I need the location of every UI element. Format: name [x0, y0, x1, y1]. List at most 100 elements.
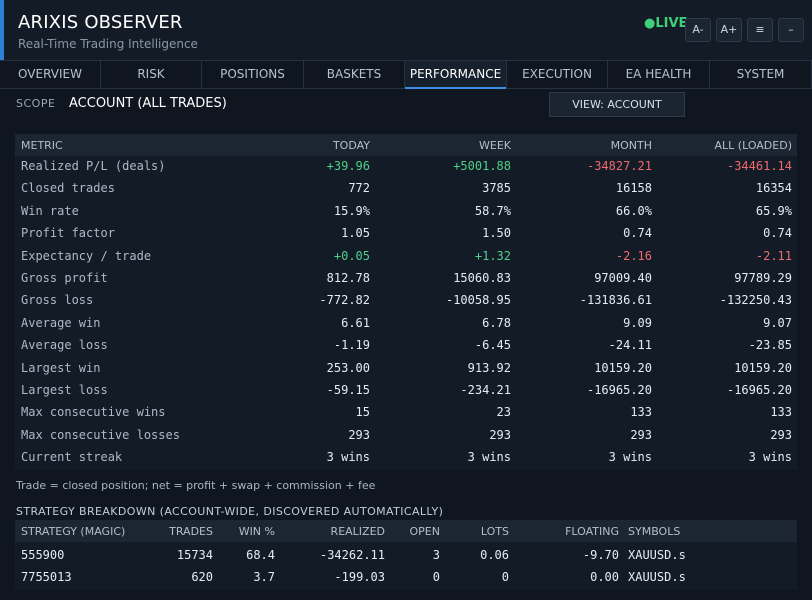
table-row: Average win 6.61 6.78 9.09 9.07	[15, 313, 797, 335]
strategy-cell: -9.70	[582, 548, 619, 562]
metric-value: -234.21	[460, 383, 511, 397]
column-header-floating: FLOATING	[565, 525, 619, 538]
metric-value: -16965.20	[726, 383, 792, 397]
strategy-cell: -34262.11	[319, 548, 385, 562]
tab-baskets[interactable]: BASKETS	[304, 60, 405, 88]
strategy-row: 7755013 620 3.7 -199.03 0 0 0.00 XAUUSD.s	[15, 566, 797, 588]
metric-value: 133	[770, 405, 792, 420]
metric-value: 3785	[482, 181, 511, 196]
metric-value: -1.19	[333, 338, 370, 353]
metric-value: 293	[348, 427, 370, 442]
metric-value: 6.61	[341, 315, 370, 330]
column-header-all: ALL (LOADED)	[714, 139, 792, 152]
strategy-cell: 620	[191, 570, 213, 584]
metric-value: +1.32	[474, 248, 511, 263]
strategy-cell: 0.00	[590, 570, 619, 584]
table-row: Profit factor 1.05 1.50 0.74 0.74	[15, 223, 797, 245]
metric-value: 9.07	[763, 315, 792, 330]
column-header-lots: LOTS	[480, 525, 509, 538]
metric-value: -132250.43	[719, 293, 792, 308]
metric-label: Expectancy / trade	[21, 248, 152, 263]
column-header-realized: REALIZED	[330, 525, 385, 538]
metric-value: 772	[348, 181, 370, 196]
metric-label: Max consecutive wins	[21, 405, 166, 420]
metric-value: -6.45	[474, 338, 511, 353]
metric-value: 3 wins	[748, 450, 792, 465]
metric-value: -772.82	[319, 293, 370, 308]
footnote: Trade = closed position; net = profit + …	[16, 479, 376, 492]
font-increase-button[interactable]: A+	[716, 18, 742, 42]
scope-value: ACCOUNT (ALL TRADES)	[69, 96, 227, 111]
app-subtitle: Real-Time Trading Intelligence	[18, 37, 198, 51]
app-title: ARIXIS OBSERVER	[18, 12, 183, 33]
strategy-cell: 68.4	[246, 548, 275, 562]
strategy-cell: 15734	[176, 548, 213, 562]
tab-execution[interactable]: EXECUTION	[507, 60, 608, 88]
metric-value: 23	[496, 405, 511, 420]
column-header-today: TODAY	[332, 139, 370, 152]
column-header-metric: METRIC	[21, 139, 63, 152]
minimize-icon[interactable]: –	[778, 18, 804, 42]
table-row: Expectancy / trade +0.05 +1.32 -2.16 -2.11	[15, 246, 797, 268]
table-row: Gross loss -772.82 -10058.95 -131836.61 -132…	[15, 290, 797, 312]
metric-label: Current streak	[21, 450, 123, 465]
metric-value: -2.16	[615, 248, 652, 263]
metric-value: 3 wins	[467, 450, 511, 465]
metric-value: 293	[770, 427, 792, 442]
metric-value: -131836.61	[579, 293, 652, 308]
tab-overview[interactable]: OVERVIEW	[0, 60, 101, 88]
metric-value: 58.7%	[474, 203, 511, 218]
metric-value: -59.15	[326, 383, 370, 397]
strategy-section-title: STRATEGY BREAKDOWN (ACCOUNT-WIDE, DISCOV…	[16, 505, 444, 518]
metric-value: 97009.40	[594, 271, 652, 285]
metric-label: Average win	[21, 315, 101, 330]
metric-value: -34827.21	[586, 159, 652, 173]
metric-value: +0.05	[333, 248, 370, 263]
metric-label: Profit factor	[21, 226, 115, 241]
metric-value: 1.05	[341, 226, 370, 241]
tab-ea-health[interactable]: EA HEALTH	[608, 60, 710, 88]
metric-value: 1.50	[482, 226, 511, 241]
table-row: Win rate 15.9% 58.7% 66.0% 65.9%	[15, 201, 797, 223]
tab-bar: OVERVIEW RISK POSITIONS BASKETS PERFORMA…	[0, 60, 812, 89]
strategy-cell: 555900	[21, 548, 65, 562]
menu-icon[interactable]: ≡	[747, 18, 773, 42]
metric-value: 66.0%	[615, 203, 652, 218]
metric-value: 10159.20	[734, 360, 792, 375]
metric-label: Closed trades	[21, 181, 115, 196]
metric-value: 3 wins	[608, 450, 652, 465]
strategy-table-header: STRATEGY (MAGIC) TRADES WIN % REALIZED O…	[15, 520, 797, 542]
metric-value: -23.85	[748, 338, 792, 353]
metric-value: 293	[489, 427, 511, 442]
metric-value: 293	[630, 427, 652, 442]
metric-value: 253.00	[326, 360, 370, 375]
metrics-table-header: METRIC TODAY WEEK MONTH ALL (LOADED)	[15, 134, 797, 156]
strategy-cell: 3	[432, 548, 440, 562]
metric-value: 9.09	[623, 315, 652, 330]
strategy-cell: XAUUSD.s	[628, 570, 686, 584]
metric-label: Max consecutive losses	[21, 427, 180, 442]
table-row: Average loss -1.19 -6.45 -24.11 -23.85	[15, 335, 797, 357]
scope-label: SCOPE	[16, 97, 56, 110]
metrics-table: METRIC TODAY WEEK MONTH ALL (LOADED) Rea…	[15, 134, 797, 470]
metric-label: Largest loss	[21, 383, 108, 397]
metric-label: Average loss	[21, 338, 108, 353]
font-decrease-button[interactable]: A-	[685, 18, 711, 42]
metric-value: 913.92	[467, 360, 511, 375]
tab-positions[interactable]: POSITIONS	[202, 60, 304, 88]
tab-system[interactable]: SYSTEM	[710, 60, 812, 88]
metric-value: -34461.14	[726, 159, 792, 173]
tab-performance[interactable]: PERFORMANCE	[405, 60, 507, 89]
metric-value: 15	[355, 405, 370, 420]
metric-value: -10058.95	[445, 293, 511, 308]
view-account-button[interactable]: VIEW: ACCOUNT	[549, 92, 685, 117]
column-header-month: MONTH	[610, 139, 652, 152]
table-row: Largest win 253.00 913.92 10159.20 10159.20	[15, 358, 797, 380]
column-header-week: WEEK	[479, 139, 511, 152]
table-row: Closed trades 772 3785 16158 16354	[15, 178, 797, 200]
table-row: Gross profit 812.78 15060.83 97009.40 97789.…	[15, 268, 797, 290]
metric-value: 133	[630, 405, 652, 420]
metric-value: 15060.83	[453, 271, 511, 285]
column-header-open: OPEN	[409, 525, 440, 538]
tab-risk[interactable]: RISK	[101, 60, 202, 88]
